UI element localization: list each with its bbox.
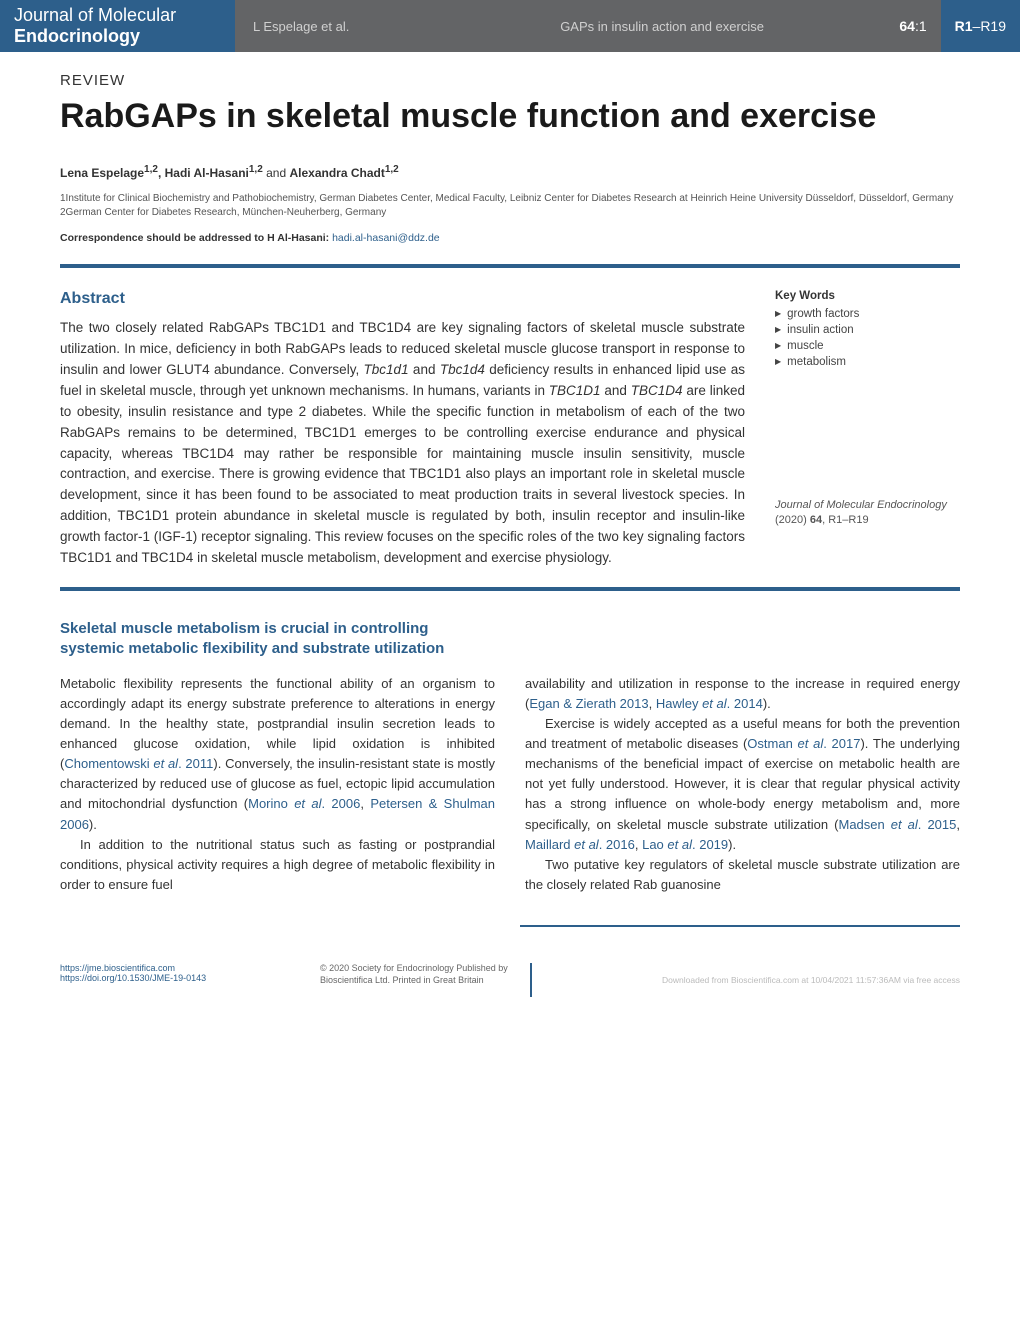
paragraph: availability and utilization in response… <box>525 674 960 714</box>
footer-rule <box>520 925 960 927</box>
paragraph: In addition to the nutritional status su… <box>60 835 495 895</box>
body-columns: Metabolic flexibility represents the fun… <box>60 674 960 896</box>
correspondence-label: Correspondence should be addressed to H … <box>60 232 332 244</box>
abstract-body: The two closely related RabGAPs TBC1D1 a… <box>60 318 745 569</box>
keyword-item: muscle <box>775 340 960 352</box>
body-col-left: Metabolic flexibility represents the fun… <box>60 674 495 896</box>
correspondence-email-link[interactable]: hadi.al-hasani@ddz.de <box>332 232 440 244</box>
paragraph: Exercise is widely accepted as a useful … <box>525 714 960 855</box>
content-area: REVIEW RabGAPs in skeletal muscle functi… <box>0 52 1020 925</box>
abstract-heading: Abstract <box>60 290 745 308</box>
paragraph: Two putative key regulators of skeletal … <box>525 855 960 895</box>
page-end: –R19 <box>973 18 1006 34</box>
divider-bottom <box>60 587 960 591</box>
citation-box: Journal of Molecular Endocrinology (2020… <box>775 498 960 529</box>
affiliation-1: 1Institute for Clinical Biochemistry and… <box>60 192 960 206</box>
footer-links: https://jme.bioscientifica.com https://d… <box>60 963 280 983</box>
header-mid: L Espelage et al. GAPs in insulin action… <box>235 0 885 52</box>
volume-number: 64 <box>899 18 915 34</box>
footer: https://jme.bioscientifica.com https://d… <box>0 957 1020 1015</box>
footer-download-note: Downloaded from Bioscientifica.com at 10… <box>542 963 960 985</box>
journal-name-box: Journal of Molecular Endocrinology <box>0 0 235 52</box>
keywords-column: Key Words growth factors insulin action … <box>775 290 960 569</box>
footer-copyright: © 2020 Society for Endocrinology Publish… <box>320 963 520 986</box>
footer-url-2[interactable]: https://doi.org/10.1530/JME-19-0143 <box>60 973 280 983</box>
affiliations: 1Institute for Clinical Biochemistry and… <box>60 192 960 220</box>
footer-divider <box>530 963 532 997</box>
authors-line: Lena Espelage1,2, Hadi Al-Hasani1,2 and … <box>60 164 960 180</box>
header-bar: Journal of Molecular Endocrinology L Esp… <box>0 0 1020 52</box>
header-volume: 64:1 <box>885 0 940 52</box>
paragraph: Metabolic flexibility represents the fun… <box>60 674 495 835</box>
citation-details: (2020) 64, R1–R19 <box>775 514 869 526</box>
footer-wrapper: https://jme.bioscientifica.com https://d… <box>0 925 1020 1015</box>
abstract-column: Abstract The two closely related RabGAPs… <box>60 290 745 569</box>
footer-url-1[interactable]: https://jme.bioscientifica.com <box>60 963 280 973</box>
keyword-item: insulin action <box>775 324 960 336</box>
journal-line1: Journal of Molecular <box>14 5 221 26</box>
body-col-right: availability and utilization in response… <box>525 674 960 896</box>
keywords-list: growth factors insulin action muscle met… <box>775 308 960 368</box>
keywords-heading: Key Words <box>775 290 960 302</box>
header-topic: GAPs in insulin action and exercise <box>560 19 867 34</box>
header-authors-short: L Espelage et al. <box>253 19 560 34</box>
citation-journal: Journal of Molecular Endocrinology <box>775 499 947 511</box>
page-start: R1 <box>955 18 973 34</box>
journal-line2: Endocrinology <box>14 26 221 47</box>
correspondence: Correspondence should be addressed to H … <box>60 232 960 244</box>
section-heading: Skeletal muscle metabolism is crucial in… <box>60 619 460 660</box>
divider-top <box>60 264 960 268</box>
article-type-label: REVIEW <box>60 72 960 89</box>
keyword-item: metabolism <box>775 356 960 368</box>
keyword-item: growth factors <box>775 308 960 320</box>
affiliation-2: 2German Center for Diabetes Research, Mü… <box>60 206 960 220</box>
abstract-row: Abstract The two closely related RabGAPs… <box>60 290 960 569</box>
issue-number: :1 <box>915 18 927 34</box>
header-pages: R1–R19 <box>941 0 1020 52</box>
article-title: RabGAPs in skeletal muscle function and … <box>60 97 960 136</box>
